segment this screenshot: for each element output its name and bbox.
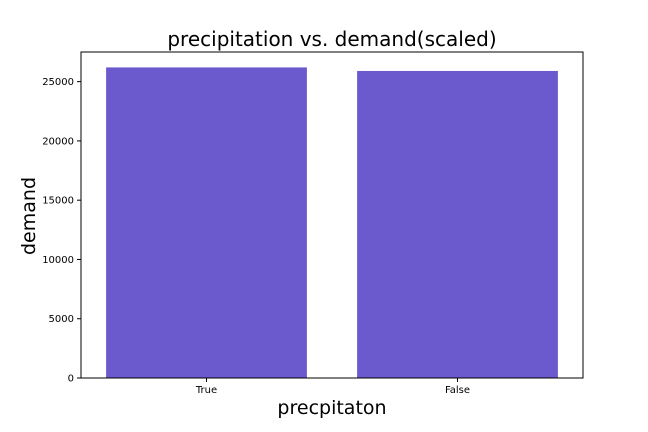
bars-group [106, 67, 558, 378]
plot-frame [80, 51, 584, 379]
x-tick-label: True [195, 385, 217, 396]
y-tick-label: 20000 [42, 136, 74, 147]
y-tick-label: 10000 [42, 255, 74, 266]
bar-true [106, 67, 307, 378]
x-axis-label: precpitaton [277, 397, 386, 419]
y-tick-label: 5000 [49, 314, 74, 325]
x-tick-label: False [445, 385, 470, 396]
y-tick-label: 15000 [42, 196, 74, 207]
y-tick-label: 25000 [42, 77, 74, 88]
y-axis-label: demand [18, 177, 40, 255]
y-axis-ticks: 0 5000 10000 15000 20000 25000 [42, 77, 81, 385]
x-axis-ticks: True False [195, 378, 470, 396]
chart-title: precipitation vs. demand(scaled) [167, 27, 496, 51]
bar-false [357, 70, 558, 378]
y-tick-label: 0 [68, 374, 74, 385]
